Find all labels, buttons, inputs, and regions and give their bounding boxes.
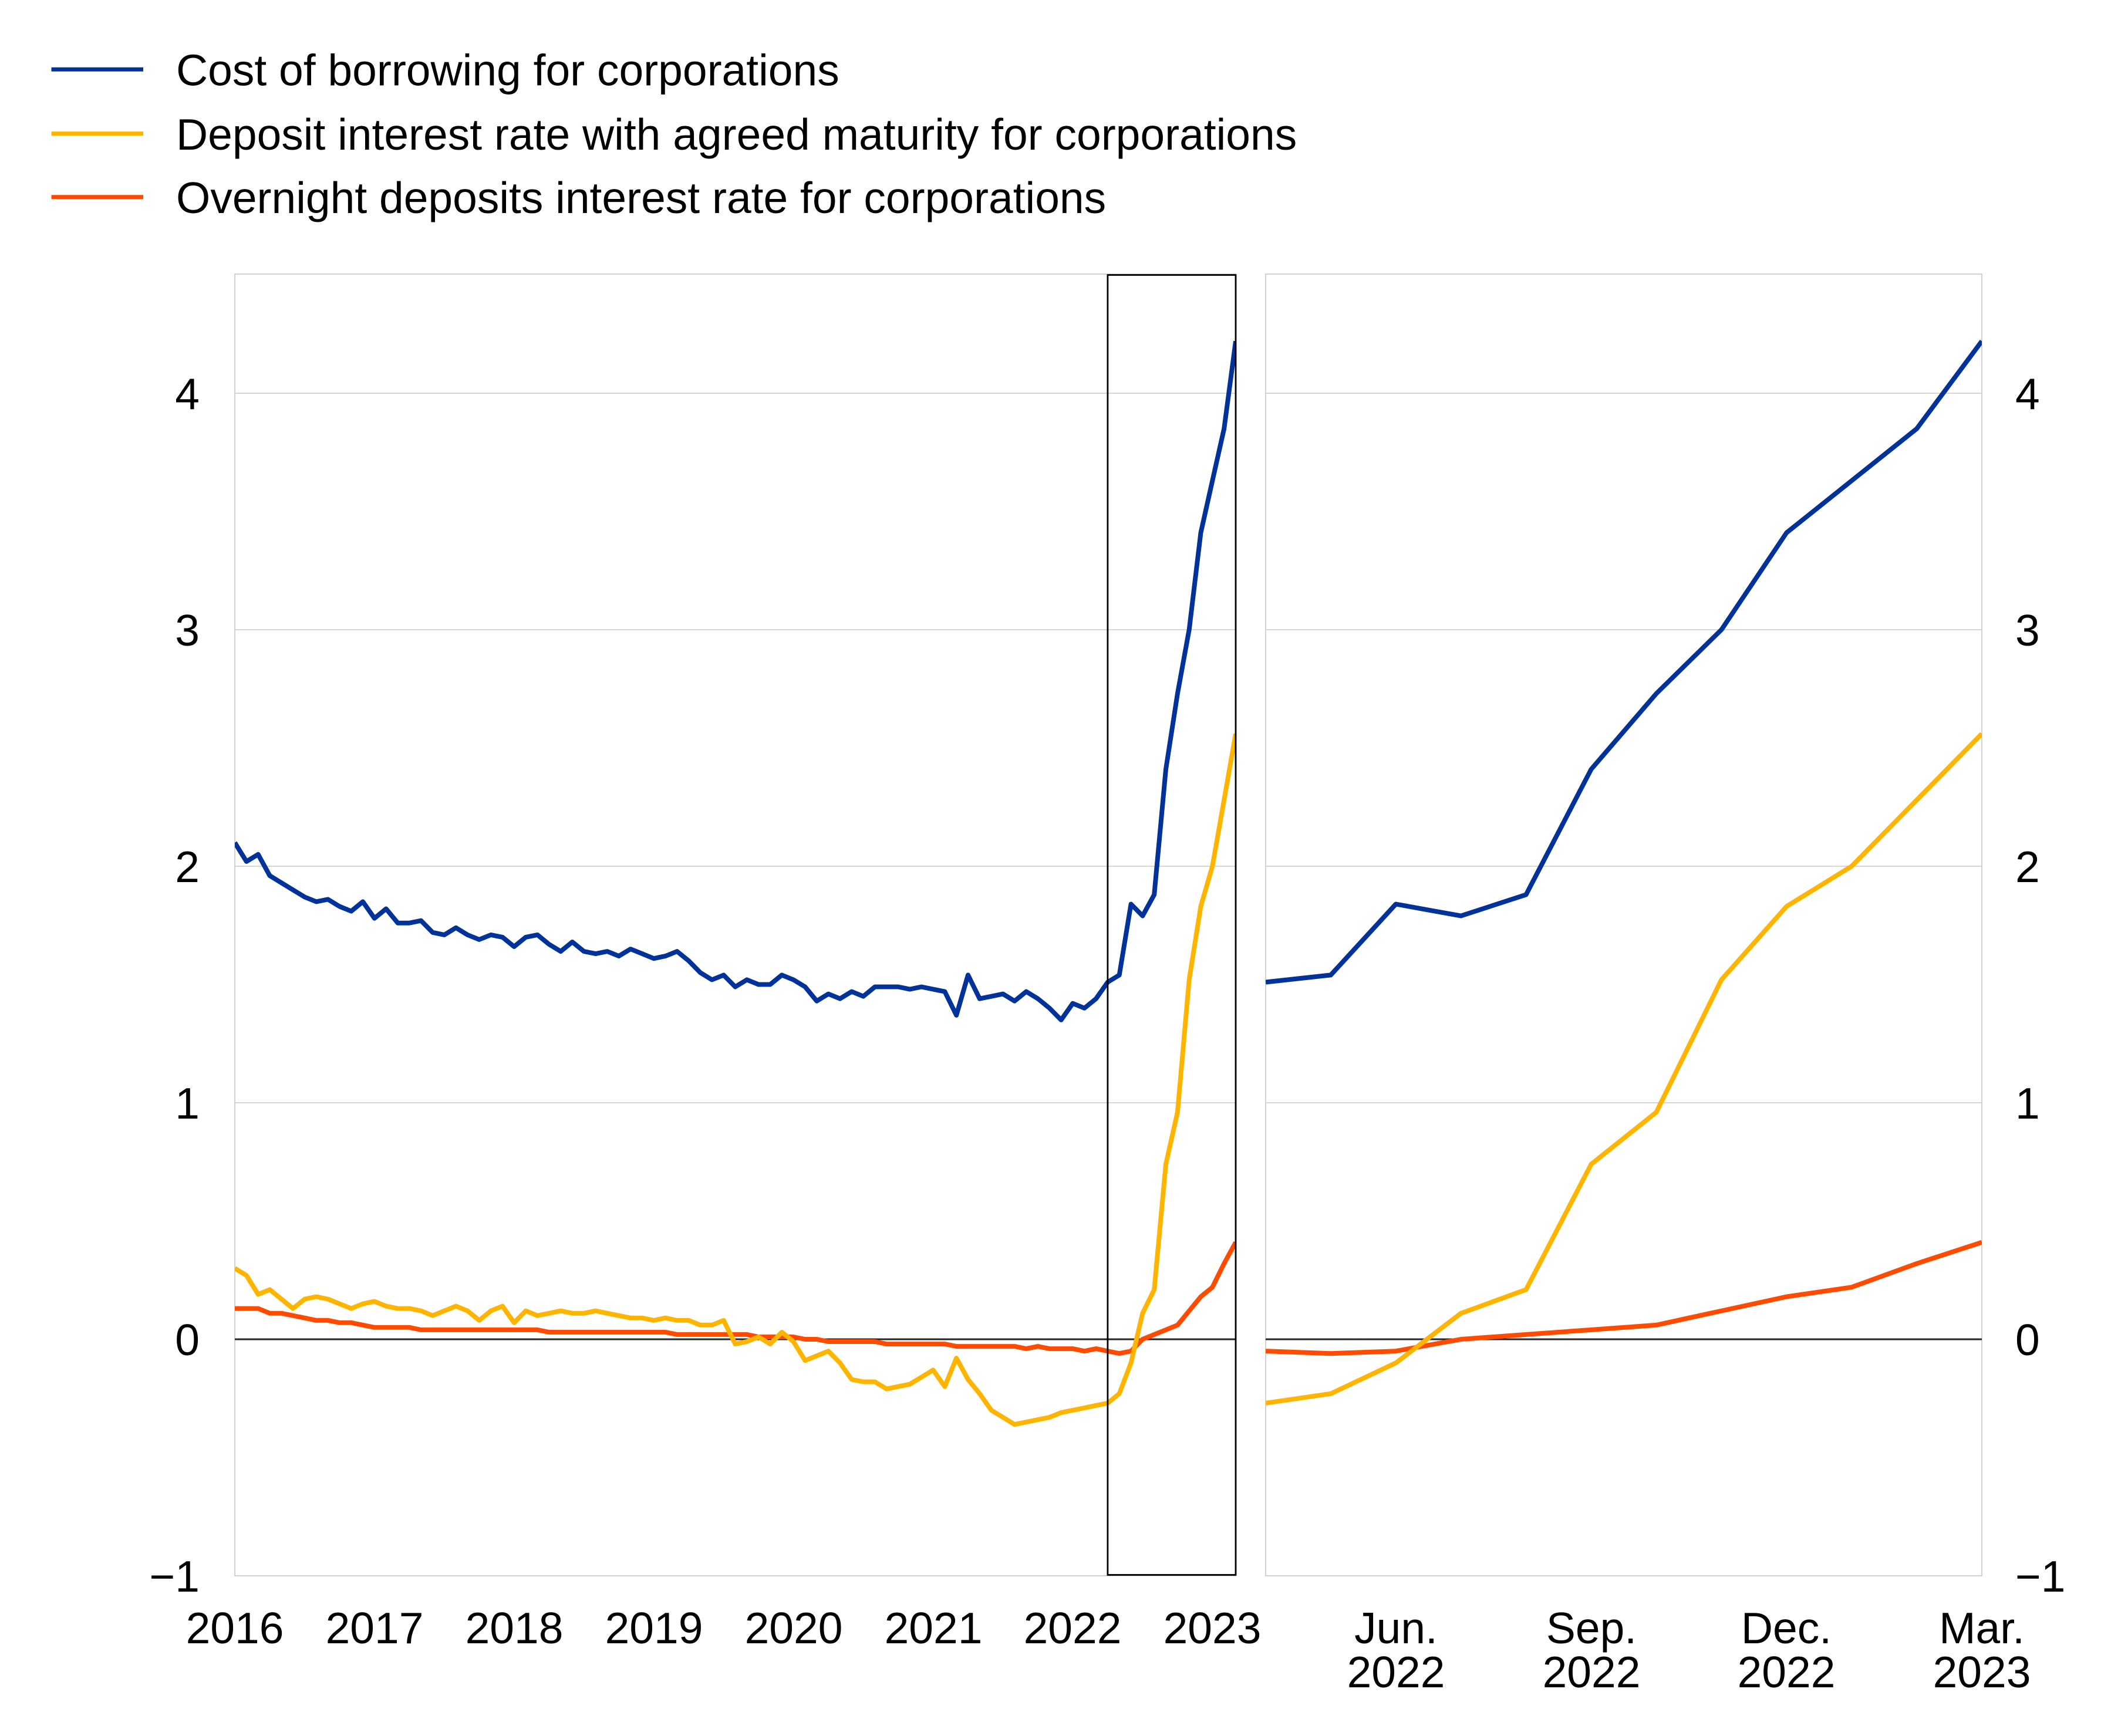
svg-text:4: 4 (175, 369, 200, 418)
svg-text:Dec.: Dec. (1741, 1603, 1832, 1653)
svg-text:2023: 2023 (1164, 1603, 1262, 1653)
svg-text:4: 4 (2015, 369, 2040, 418)
svg-text:Deposit interest rate with agr: Deposit interest rate with agreed maturi… (176, 110, 1297, 159)
svg-text:0: 0 (175, 1315, 200, 1365)
svg-text:−1: −1 (2015, 1552, 2066, 1601)
svg-text:2018: 2018 (466, 1603, 564, 1653)
svg-text:2016: 2016 (186, 1603, 284, 1653)
svg-text:Jun.: Jun. (1354, 1603, 1438, 1653)
svg-text:2: 2 (175, 842, 200, 891)
svg-text:2: 2 (2015, 842, 2040, 891)
svg-text:0: 0 (2015, 1315, 2040, 1365)
svg-text:2021: 2021 (885, 1603, 983, 1653)
svg-text:1: 1 (2015, 1079, 2040, 1128)
svg-text:Sep.: Sep. (1546, 1603, 1637, 1653)
svg-text:3: 3 (2015, 606, 2040, 655)
svg-text:2017: 2017 (326, 1603, 424, 1653)
svg-text:−1: −1 (149, 1552, 200, 1601)
svg-text:Cost of borrowing for corporat: Cost of borrowing for corporations (176, 46, 839, 95)
svg-text:2019: 2019 (605, 1603, 703, 1653)
svg-text:2023: 2023 (1933, 1647, 2031, 1697)
svg-text:3: 3 (175, 606, 200, 655)
svg-text:Mar.: Mar. (1939, 1603, 2025, 1653)
svg-text:2022: 2022 (1347, 1647, 1445, 1697)
svg-text:2020: 2020 (745, 1603, 843, 1653)
svg-text:2022: 2022 (1024, 1603, 1122, 1653)
svg-text:2022: 2022 (1738, 1647, 1836, 1697)
svg-text:1: 1 (175, 1079, 200, 1128)
svg-text:2022: 2022 (1543, 1647, 1641, 1697)
svg-text:Overnight deposits interest ra: Overnight deposits interest rate for cor… (176, 173, 1106, 222)
